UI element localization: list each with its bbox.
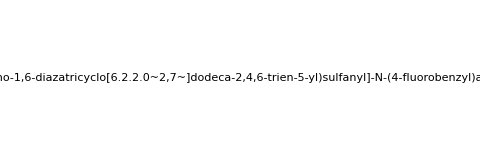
Text: 2-[(4-cyano-1,6-diazatricyclo[6.2.2.0~2,7~]dodeca-2,4,6-trien-5-yl)sulfanyl]-N-(: 2-[(4-cyano-1,6-diazatricyclo[6.2.2.0~2,… bbox=[0, 73, 480, 83]
